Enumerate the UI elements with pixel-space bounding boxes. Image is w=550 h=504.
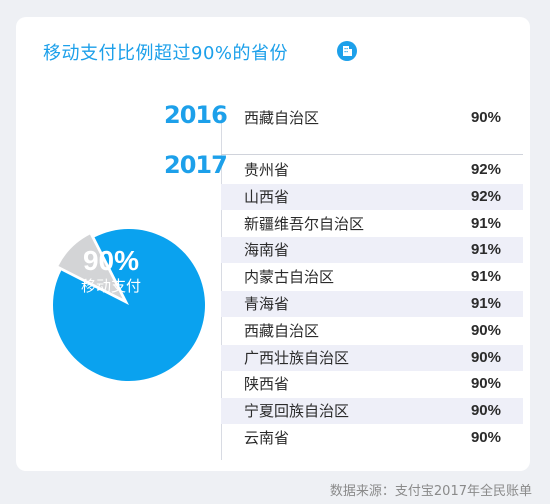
province-name: 新疆维吾尔自治区: [244, 214, 365, 233]
year-separator: [221, 154, 523, 155]
province-percentage: 91%: [470, 295, 501, 312]
province-percentage: 90%: [470, 348, 501, 366]
chart-card: 移动支付比例超过90%的省份 90% 移动支付 2016 2017 西藏自治区 9…: [16, 17, 530, 471]
province-name: 贵州省: [244, 161, 290, 179]
province-name: 山西省: [244, 187, 290, 206]
building-icon: [337, 41, 357, 61]
province-percentage: 92%: [470, 187, 501, 205]
province-percentage: 90%: [470, 109, 501, 126]
province-name: 内蒙古自治区: [244, 268, 335, 287]
table-row: 陕西省 90%: [221, 371, 523, 397]
table-row: 广西壮族自治区 90%: [221, 344, 523, 371]
province-name: 海南省: [244, 241, 290, 260]
table-row: 贵州省 92%: [221, 157, 523, 183]
table-row: 西藏自治区 90%: [221, 105, 523, 131]
pie-label: 移动支付: [81, 277, 141, 295]
province-name: 广西壮族自治区: [244, 348, 350, 367]
mobile-payment-pie: 90% 移动支付: [52, 228, 205, 381]
table-divider: [221, 115, 222, 460]
table-row: 西藏自治区 90%: [221, 318, 523, 344]
province-percentage: 90%: [470, 429, 501, 446]
pie-gap-slice: [58, 234, 123, 299]
province-name: 宁夏回族自治区: [244, 402, 350, 421]
province-percentage: 91%: [470, 241, 501, 259]
table-row: 青海省 91%: [221, 291, 523, 317]
year-label-2016: 2016: [164, 101, 228, 129]
province-percentage: 91%: [470, 268, 501, 286]
province-name: 西藏自治区: [244, 109, 320, 127]
province-name: 云南省: [244, 429, 290, 447]
province-percentage: 91%: [470, 214, 501, 232]
table-row: 内蒙古自治区 91%: [221, 264, 523, 290]
table-row: 云南省 90%: [221, 425, 523, 451]
province-name: 青海省: [244, 295, 290, 313]
year-label-2017: 2017: [164, 151, 228, 179]
province-percentage: 90%: [470, 321, 501, 339]
pie-main-slice: [52, 228, 205, 381]
province-name: 西藏自治区: [244, 321, 320, 340]
province-percentage: 90%: [470, 375, 501, 393]
data-source: 数据来源：支付宝2017年全民账单: [329, 484, 532, 499]
table-row: 山西省 92%: [221, 183, 523, 210]
province-name: 陕西省: [244, 375, 290, 394]
province-percentage: 92%: [470, 161, 501, 178]
table-row: 宁夏回族自治区 90%: [221, 398, 523, 425]
table-row: 海南省 91%: [221, 237, 523, 264]
province-percentage: 90%: [470, 402, 501, 420]
table-row: 新疆维吾尔自治区 91%: [221, 211, 523, 237]
chart-title: 移动支付比例超过90%的省份: [43, 43, 289, 64]
pie-value: 90%: [83, 245, 139, 276]
